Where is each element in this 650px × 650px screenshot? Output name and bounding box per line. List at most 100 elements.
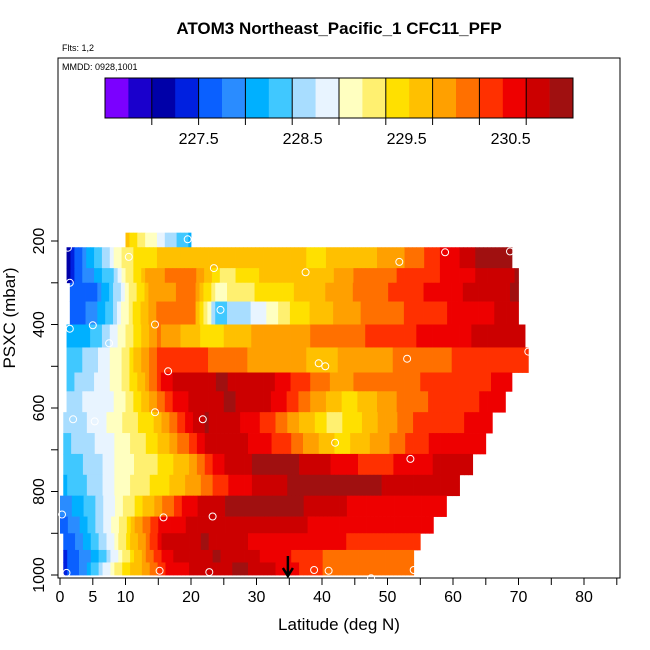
heat-cell-layer-9 bbox=[475, 412, 481, 434]
heat-cell-layer-5 bbox=[490, 324, 496, 348]
heat-cell-layer-2 bbox=[90, 268, 95, 284]
x-axis-label: Latitude (deg N) bbox=[278, 615, 400, 634]
heat-cell-layer-6 bbox=[121, 347, 126, 373]
heat-cell-layer-8 bbox=[109, 391, 115, 413]
heat-cell-layer-11 bbox=[126, 453, 131, 476]
heat-cell-layer-3 bbox=[172, 282, 177, 302]
heat-cell-layer-16 bbox=[303, 549, 308, 563]
heat-cell-layer-12 bbox=[114, 474, 119, 497]
heat-cell-layer-15 bbox=[208, 533, 214, 551]
heat-cell-layer-12 bbox=[181, 474, 186, 497]
heat-cell-layer-13 bbox=[205, 495, 210, 517]
heat-cell-layer-15 bbox=[110, 533, 115, 551]
heat-cell-layer-10 bbox=[224, 433, 229, 455]
heat-cell-layer-16 bbox=[173, 549, 178, 563]
heat-cell-layer-15 bbox=[373, 533, 379, 551]
heat-cell-layer-8 bbox=[274, 391, 280, 413]
heat-cell-layer-1 bbox=[353, 247, 358, 269]
heat-cell-layer-9 bbox=[448, 412, 453, 434]
heat-cell-layer-7 bbox=[404, 372, 409, 392]
heat-cell-layer-7 bbox=[215, 372, 221, 392]
heat-cell-layer-1 bbox=[97, 247, 103, 269]
heat-cell-layer-1 bbox=[286, 247, 291, 269]
heat-cell-layer-5 bbox=[459, 324, 464, 348]
heat-cell-layer-12 bbox=[306, 474, 312, 497]
heat-cell-layer-4 bbox=[482, 301, 487, 325]
heat-cell-layer-11 bbox=[192, 453, 198, 476]
heat-cell-layer-3 bbox=[329, 282, 334, 302]
heat-cell-layer-6 bbox=[74, 347, 79, 373]
heat-cell-layer-3 bbox=[431, 282, 436, 302]
heat-cell-layer-11 bbox=[373, 453, 379, 476]
heat-cell-layer-13 bbox=[170, 495, 175, 517]
heat-cell-layer-10 bbox=[141, 433, 147, 455]
heat-cell-layer-2 bbox=[160, 268, 166, 284]
sample-point bbox=[62, 568, 71, 577]
heat-cell-layer-4 bbox=[513, 301, 519, 325]
heat-cell-layer-1 bbox=[439, 247, 445, 269]
heat-cell-layer-13 bbox=[280, 495, 285, 517]
heat-cell-layer-1 bbox=[404, 247, 409, 269]
heat-cell-layer-11 bbox=[161, 453, 166, 476]
heat-cell-layer-9 bbox=[440, 412, 445, 434]
heat-cell-layer-16 bbox=[200, 549, 206, 563]
heat-cell-layer-15 bbox=[283, 533, 288, 551]
heat-cell-layer-1 bbox=[506, 247, 512, 269]
heat-cell-layer-8 bbox=[329, 391, 335, 413]
heat-cell-layer-4 bbox=[439, 301, 444, 325]
heat-cell-layer-7 bbox=[160, 372, 166, 392]
heat-cell-layer-2 bbox=[322, 268, 327, 284]
heat-cell-layer-11 bbox=[102, 453, 107, 476]
heat-cell-layer-3 bbox=[466, 282, 472, 302]
heat-cell-layer-6 bbox=[400, 347, 405, 373]
heat-cell-layer-5 bbox=[302, 324, 307, 348]
heat-cell-layer-13 bbox=[126, 495, 132, 517]
heat-cell-layer-12 bbox=[310, 474, 316, 497]
sample-point bbox=[155, 566, 164, 575]
heat-cell-layer-1 bbox=[310, 247, 315, 269]
heat-cell-layer-10 bbox=[483, 433, 487, 455]
heat-cell-layer-15 bbox=[350, 533, 355, 551]
heat-cell-layer-14 bbox=[244, 516, 250, 534]
heat-cell-layer-1 bbox=[78, 247, 83, 269]
heat-cell-layer-10 bbox=[346, 433, 351, 455]
heat-cell-layer-8 bbox=[188, 391, 193, 413]
heat-cell-layer-15 bbox=[63, 533, 68, 551]
heat-cell-layer-14 bbox=[405, 516, 411, 534]
heat-cell-layer-7 bbox=[302, 372, 307, 392]
heat-cell-layer-9 bbox=[361, 412, 367, 434]
heat-cell-layer-6 bbox=[329, 347, 335, 373]
heat-cell-layer-4 bbox=[238, 301, 244, 325]
heat-cell-layer-4 bbox=[164, 301, 169, 325]
heat-cell-layer-9 bbox=[169, 412, 174, 434]
heat-cell-layer-1 bbox=[373, 247, 378, 269]
y-tick-label: 1000 bbox=[31, 557, 48, 593]
heat-cell-layer-6 bbox=[290, 347, 295, 373]
heat-cell-layer-13 bbox=[394, 495, 399, 517]
heat-cell-layer-16 bbox=[240, 549, 245, 563]
heat-cell-layer-3 bbox=[439, 282, 444, 302]
heat-cell-layer-14 bbox=[95, 516, 100, 534]
heat-cell-layer-12 bbox=[409, 474, 414, 497]
heat-cell-layer-16 bbox=[185, 549, 190, 563]
heat-cell-layer-13 bbox=[374, 495, 379, 517]
heat-cell-layer-14 bbox=[295, 516, 301, 534]
heat-cell-layer-17 bbox=[200, 562, 206, 576]
heat-cell-layer-17 bbox=[240, 562, 245, 576]
heat-cell-layer-3 bbox=[341, 282, 346, 302]
heat-cell-layer-2 bbox=[483, 268, 488, 284]
heat-cell-layer-7 bbox=[196, 372, 201, 392]
heat-cell-layer-6 bbox=[443, 347, 449, 373]
heat-cell-layer-9 bbox=[342, 412, 347, 434]
heat-cell-layer-11 bbox=[464, 453, 469, 476]
heat-cell-layer-1 bbox=[125, 247, 130, 269]
heat-cell-layer-11 bbox=[381, 453, 386, 476]
heat-cell-layer-13 bbox=[397, 495, 403, 517]
heat-cell-layer-5 bbox=[455, 324, 460, 348]
sample-point bbox=[506, 247, 514, 256]
heat-cell-layer-10 bbox=[216, 433, 221, 455]
heat-cell-layer-7 bbox=[498, 372, 504, 392]
heat-cell-layer-7 bbox=[109, 372, 115, 392]
heat-cell-layer-1 bbox=[94, 247, 99, 269]
heat-cell-layer-15 bbox=[334, 533, 339, 551]
